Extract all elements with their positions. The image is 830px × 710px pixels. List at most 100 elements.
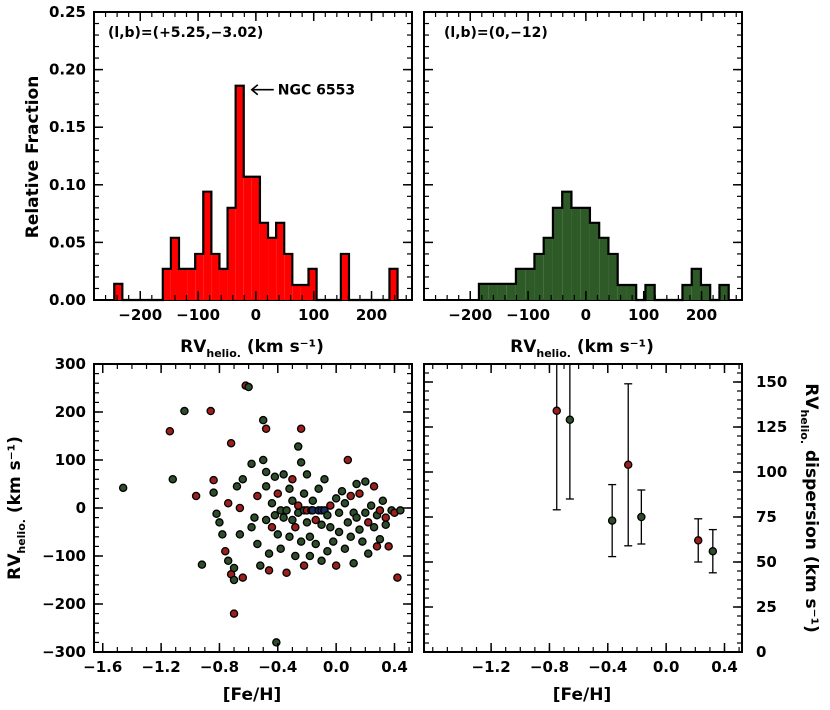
y-tick-label: 150 xyxy=(756,373,787,391)
scatter-point xyxy=(299,489,309,498)
xlabel-top-right: RVhelio. (km s⁻¹) xyxy=(510,337,654,360)
scatter-point xyxy=(168,474,178,484)
scatter-point xyxy=(247,522,256,532)
scatter-point xyxy=(267,522,277,532)
scatter-point xyxy=(372,542,382,551)
scatter-point xyxy=(334,527,344,537)
scatter-point xyxy=(223,556,233,566)
y-tick-label: 100 xyxy=(55,451,86,469)
dispersion-point xyxy=(693,536,703,545)
y-tick-label: 0.10 xyxy=(49,176,86,194)
histogram-bar xyxy=(497,283,507,300)
y-tick-label: 0 xyxy=(76,499,86,517)
scatter-point xyxy=(235,530,245,539)
scatter-point xyxy=(293,442,303,451)
xlabel-bottom-left: [Fe/H] xyxy=(223,685,281,705)
scatter-point xyxy=(229,563,239,573)
scatter-point xyxy=(317,520,326,530)
y-tick-label: −200 xyxy=(42,595,86,613)
histogram-bar xyxy=(599,237,609,300)
scatter-point xyxy=(229,609,239,618)
scatter-point xyxy=(346,491,355,501)
scatter-point xyxy=(258,455,268,465)
scatter-point xyxy=(229,575,239,585)
x-tick-label: −0.8 xyxy=(200,658,239,676)
scatter-point xyxy=(352,513,361,522)
scatter-point xyxy=(256,561,265,570)
scatter-point xyxy=(285,532,294,542)
scatter-point xyxy=(264,549,274,558)
histogram-bar xyxy=(308,268,317,300)
y-tick-label: 0.05 xyxy=(49,233,86,251)
scatter-point xyxy=(366,501,376,510)
frame-bottom-right xyxy=(423,363,743,653)
scatter-point xyxy=(355,489,364,498)
x-tick-label: 100 xyxy=(298,306,329,324)
x-tick-label: −0.4 xyxy=(588,658,627,676)
histogram-bar xyxy=(162,268,171,300)
scatter-point xyxy=(209,475,218,485)
scatter-point xyxy=(320,474,329,484)
panel-top-left: −200 −100 0 100 2000.000.050.100.150.200.25 … xyxy=(23,3,413,360)
scatter-point xyxy=(209,488,218,497)
scatter-point xyxy=(250,513,259,522)
scatter-point xyxy=(384,542,393,551)
x-tick-label: −100 xyxy=(176,306,220,324)
scatter-point xyxy=(358,537,367,546)
dispersion-point xyxy=(708,546,718,556)
scatter-point xyxy=(288,496,297,506)
histogram-bar xyxy=(203,191,212,300)
scatter-point xyxy=(238,474,248,484)
histogram-bar xyxy=(543,237,553,300)
histogram-bar xyxy=(227,207,236,300)
scatter-point xyxy=(247,459,256,469)
histogram-bar xyxy=(276,222,285,300)
scatter-point xyxy=(165,426,175,436)
x-tick-label: −200 xyxy=(118,306,162,324)
x-tick-label: 0 xyxy=(581,306,591,324)
histogram-outline xyxy=(477,190,730,302)
scatter-point xyxy=(223,498,233,508)
dispersion-point xyxy=(623,460,633,470)
scatter-point xyxy=(253,491,262,501)
scatter-point xyxy=(261,482,271,491)
scatter-point xyxy=(363,549,373,558)
x-tick-label: 0.0 xyxy=(323,658,350,676)
histogram-outline xyxy=(113,84,399,302)
histogram-bar xyxy=(691,268,701,300)
scatter-point xyxy=(340,498,350,508)
scatter-point xyxy=(267,498,277,508)
histogram-bar xyxy=(608,253,618,300)
scatter-point xyxy=(273,489,283,498)
scatter-point xyxy=(288,474,297,484)
scatter-point xyxy=(355,525,364,534)
x-tick-label: −1.6 xyxy=(83,658,122,676)
y-tick-label: 100 xyxy=(756,463,787,481)
scatter-point xyxy=(180,406,189,416)
scatter-point xyxy=(218,530,227,539)
histogram-bar xyxy=(219,268,228,300)
scatter-point xyxy=(291,522,300,532)
histogram-bar xyxy=(562,191,572,300)
scatter-point xyxy=(369,482,379,491)
histogram-bar xyxy=(389,268,398,300)
dispersion-point xyxy=(637,512,646,522)
x-tick-label: −1.2 xyxy=(142,658,181,676)
scatter-point xyxy=(334,508,344,518)
scatter-point xyxy=(261,467,271,477)
x-tick-label: −1.2 xyxy=(472,658,511,676)
y-tick-label: 0.15 xyxy=(49,118,86,136)
histogram-bar xyxy=(235,85,244,300)
scatter-point xyxy=(323,546,332,556)
histogram-bar xyxy=(645,285,655,300)
scatter-point xyxy=(326,501,335,510)
histogram-bar xyxy=(268,237,277,300)
ylabel-bottom-left: RVhelio. (km s⁻¹) xyxy=(5,436,28,580)
scatter-point xyxy=(258,415,268,425)
scatter-point xyxy=(296,458,306,467)
y-tick-label: 50 xyxy=(756,553,777,571)
scatter-point xyxy=(221,546,230,556)
histogram-bar xyxy=(243,176,252,300)
histogram-bar xyxy=(589,222,600,300)
